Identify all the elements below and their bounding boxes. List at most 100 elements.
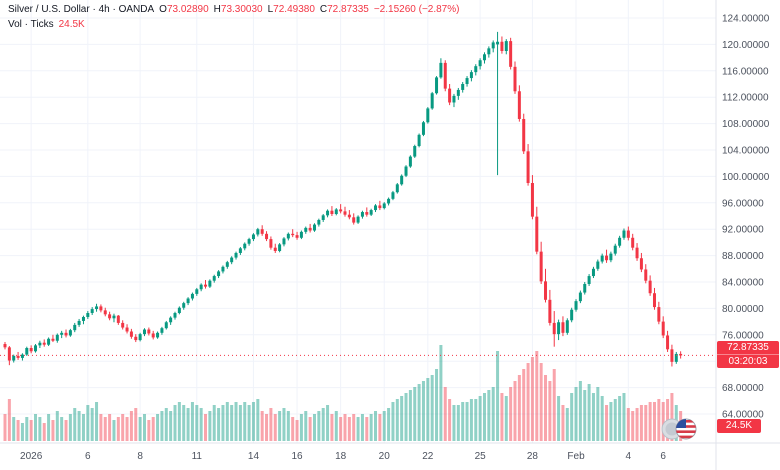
volume-bar [265,414,269,441]
candle-body [421,122,425,135]
volume-bar [635,408,639,441]
candle-body [487,48,491,55]
candle-body [295,235,299,238]
volume-bar [596,387,600,441]
volume-bar [221,405,225,441]
volume-bar [55,411,59,441]
candle-body [360,212,364,217]
volume-bar [439,345,443,441]
candle-body [42,342,46,345]
candle-body [522,118,526,152]
volume-bar [42,423,46,441]
volume-bar [134,408,138,441]
volume-bar [526,363,530,441]
volume-bar [217,408,221,441]
candle-body [395,184,399,193]
volume-bar [330,414,334,441]
price-axis-label: 112.00000 [722,93,769,104]
candle-body [618,237,622,246]
volume-bar [73,408,77,441]
low-value: 72.49380 [273,4,315,15]
candle-body [500,41,504,51]
volume-bar [591,393,595,441]
candle-body [491,42,495,49]
volume-bar [426,378,430,441]
volume-bar [622,393,626,441]
candle-body [64,332,68,336]
candle-body [243,243,247,249]
candle-body [448,88,452,103]
volume-bar [352,414,356,441]
candle-body [38,342,42,346]
candle-body [291,233,295,236]
volume-bar [639,405,643,441]
volume-bar [125,417,129,441]
volume-bar [661,402,665,441]
time-axis-label: 22 [422,451,434,462]
time-axis-label: 6 [85,451,91,462]
volume-bar [51,420,55,441]
candle-body [648,280,652,294]
close-label: C [319,4,328,15]
candle-body [461,84,465,90]
volume-bar [251,402,255,441]
candle-body [674,353,678,362]
candle-body [138,334,142,341]
candle-body [482,54,486,61]
time-axis-label: Feb [567,451,585,462]
candle-body [661,321,665,336]
time-axis[interactable] [0,443,780,470]
candle-body [474,66,478,73]
volume-bar [631,411,635,441]
candle-body [391,192,395,199]
candle-body [308,227,312,231]
volume-bar [326,405,330,441]
candle-body [73,324,77,331]
candle-body [204,284,208,287]
price-axis[interactable] [716,0,780,443]
time-axis-label: 2026 [20,451,43,462]
candle-body [670,349,674,362]
volume-bar [408,390,412,441]
candle-body [142,329,146,335]
volume-bar [513,381,517,441]
candle-body [238,248,242,253]
candle-body [25,348,29,355]
volume-bar [583,390,587,441]
candle-body [269,239,273,248]
volume-bar [557,396,561,441]
candle-body [452,95,456,103]
bar-countdown: 03:20:03 [717,354,779,368]
candle-body [125,327,129,332]
candle-body [108,314,112,319]
volume-bar [256,399,260,441]
candle-body [544,281,548,300]
candle-body [55,334,59,341]
candle-body [435,77,439,94]
candle-body [657,307,661,322]
volume-bar [618,396,622,441]
volume-bar [400,396,404,441]
volume-bar [587,384,591,441]
volume-bar [60,417,64,441]
candle-body [679,353,683,356]
volume-bar [465,402,469,441]
symbol-logo-pair [661,418,697,440]
volume-bar [474,399,478,441]
candle-body [570,309,574,321]
symbol-title[interactable]: Silver / U.S. Dollar · 4h · OANDA [8,4,155,15]
candle-body [504,41,508,51]
volume-bar [199,408,203,441]
volume-bar [173,405,177,441]
candle-body [609,253,613,261]
volume-bar [7,399,11,441]
candle-body [639,258,643,270]
candle-body [378,205,382,209]
volume-label[interactable]: Vol · Ticks [8,19,54,30]
open-value: 73.02890 [166,4,209,15]
volume-bar [544,375,548,441]
volume-bar [182,405,186,441]
candle-body [265,233,269,240]
volume-bar [443,387,447,441]
